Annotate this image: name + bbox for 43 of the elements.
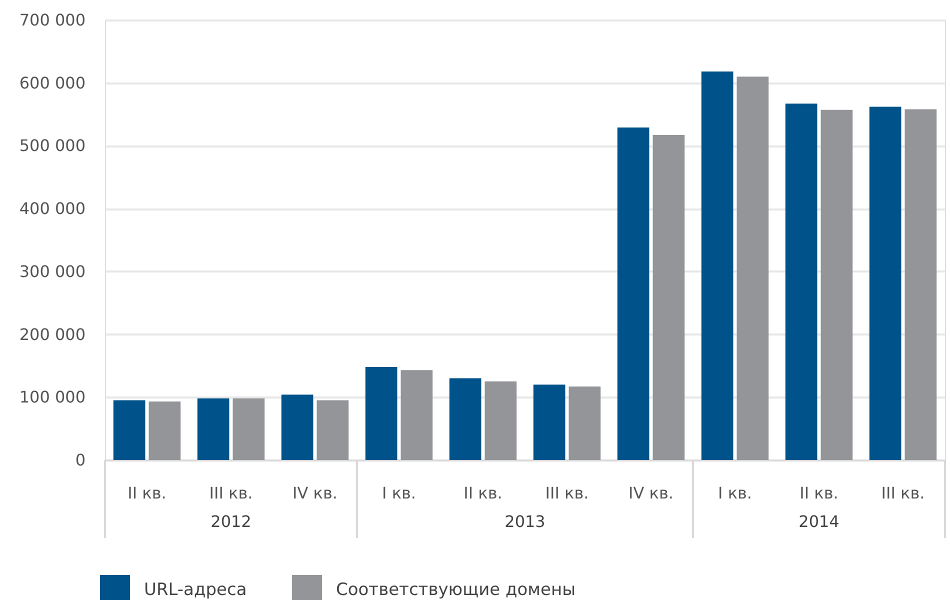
- x-tick-label: I кв.: [718, 484, 752, 502]
- y-tick-label: 100 000: [19, 388, 86, 407]
- bar: [316, 400, 349, 460]
- bar: [148, 402, 181, 460]
- x-tick-label: I кв.: [382, 484, 416, 502]
- y-tick-label: 500 000: [19, 136, 86, 156]
- x-tick-label: IV кв.: [292, 484, 338, 502]
- bar: [113, 400, 146, 460]
- bar: [365, 366, 398, 460]
- y-tick-label: 0: [75, 450, 86, 470]
- x-tick-label: III кв.: [545, 484, 589, 502]
- bar: [617, 127, 650, 460]
- y-tick-label: 400 000: [19, 199, 86, 218]
- bar: [652, 135, 685, 460]
- x-tick-label: II кв.: [128, 484, 166, 502]
- legend-label: Соответствующие домены: [336, 580, 576, 600]
- text: 2013: [504, 512, 546, 531]
- y-tick-label: 700 000: [19, 10, 86, 30]
- x-tick-label: II кв.: [800, 484, 838, 502]
- bar: [400, 370, 433, 460]
- y-tick-label: 200 000: [19, 324, 86, 344]
- text: 2014: [798, 512, 840, 531]
- bar: [736, 76, 769, 460]
- bar: [197, 398, 230, 460]
- bar: [904, 109, 937, 460]
- bar: [785, 104, 818, 460]
- y-tick-label: 600 000: [19, 73, 86, 92]
- bar: [820, 110, 853, 460]
- bar: [281, 394, 314, 460]
- x-tick-label: III кв.: [881, 484, 925, 502]
- text: 2012: [210, 512, 252, 531]
- bar: [869, 106, 902, 460]
- bar: [484, 381, 517, 460]
- bar: [701, 72, 734, 460]
- bar: [568, 386, 601, 460]
- x-tick-label: III кв.: [209, 484, 253, 502]
- y-tick-label: 300 000: [19, 262, 86, 281]
- x-tick-label: II кв.: [464, 484, 502, 502]
- bar: [449, 378, 482, 460]
- legend-label: URL-адреса: [144, 580, 247, 600]
- x-tick-label: IV кв.: [628, 484, 674, 502]
- bar: [533, 384, 566, 460]
- bar: [232, 398, 265, 460]
